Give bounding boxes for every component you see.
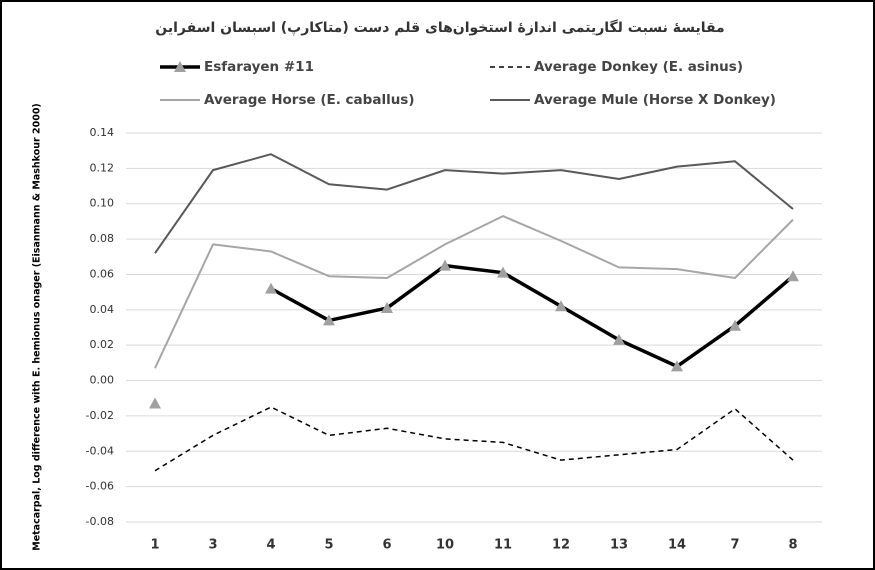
y-tick-label: 0.10 xyxy=(90,197,115,210)
chart-title: مقایسهٔ نسبت لگاریتمی اندازهٔ استخوان‌ها… xyxy=(155,19,724,36)
x-tick-label: 12 xyxy=(552,538,570,553)
y-tick-label: 0.08 xyxy=(90,232,115,245)
x-tick-label: 7 xyxy=(730,538,739,553)
y-tick-label: 0.02 xyxy=(90,338,115,351)
x-tick-label: 11 xyxy=(494,538,512,553)
y-tick-label: 0.04 xyxy=(90,303,115,316)
y-tick-label: 0.06 xyxy=(90,267,115,280)
marker xyxy=(787,270,799,282)
marker xyxy=(729,319,741,331)
x-tick-label: 6 xyxy=(382,538,391,553)
series-line xyxy=(270,263,795,369)
x-tick-label: 5 xyxy=(324,538,333,553)
marker xyxy=(671,360,683,372)
marker xyxy=(439,259,451,271)
y-axis-label: Metacarpal, Log difference with E. hemio… xyxy=(32,103,43,551)
marker xyxy=(265,282,277,294)
marker xyxy=(323,314,335,326)
y-tick-label: -0.04 xyxy=(86,444,114,457)
y-tick-label: 0.14 xyxy=(90,126,115,139)
x-tick-label: 14 xyxy=(668,538,686,553)
x-tick-label: 3 xyxy=(208,538,217,553)
x-tick-label: 4 xyxy=(266,538,275,553)
x-tick-label: 1 xyxy=(150,538,159,553)
x-tick-label: 8 xyxy=(788,538,797,553)
legend-label: Esfarayen #11 xyxy=(204,59,314,75)
y-tick-label: 0.12 xyxy=(90,161,115,174)
series-line xyxy=(154,215,794,369)
y-tick-label: -0.06 xyxy=(86,480,114,493)
x-tick-label: 13 xyxy=(610,538,628,553)
series-line xyxy=(154,406,794,472)
legend-label: Average Mule (Horse X Donkey) xyxy=(534,92,776,108)
series-line xyxy=(154,153,794,254)
legend-label: Average Horse (E. caballus) xyxy=(204,92,415,108)
x-tick-label: 10 xyxy=(436,538,454,553)
y-tick-label: -0.08 xyxy=(86,515,114,528)
marker xyxy=(149,397,161,409)
y-tick-label: 0.00 xyxy=(90,374,115,387)
marker xyxy=(613,333,625,345)
marker xyxy=(497,266,509,278)
legend-marker xyxy=(174,61,186,72)
marker xyxy=(381,302,393,314)
y-tick-label: -0.02 xyxy=(86,409,114,422)
legend-label: Average Donkey (E. asinus) xyxy=(534,59,743,75)
marker xyxy=(555,300,567,312)
